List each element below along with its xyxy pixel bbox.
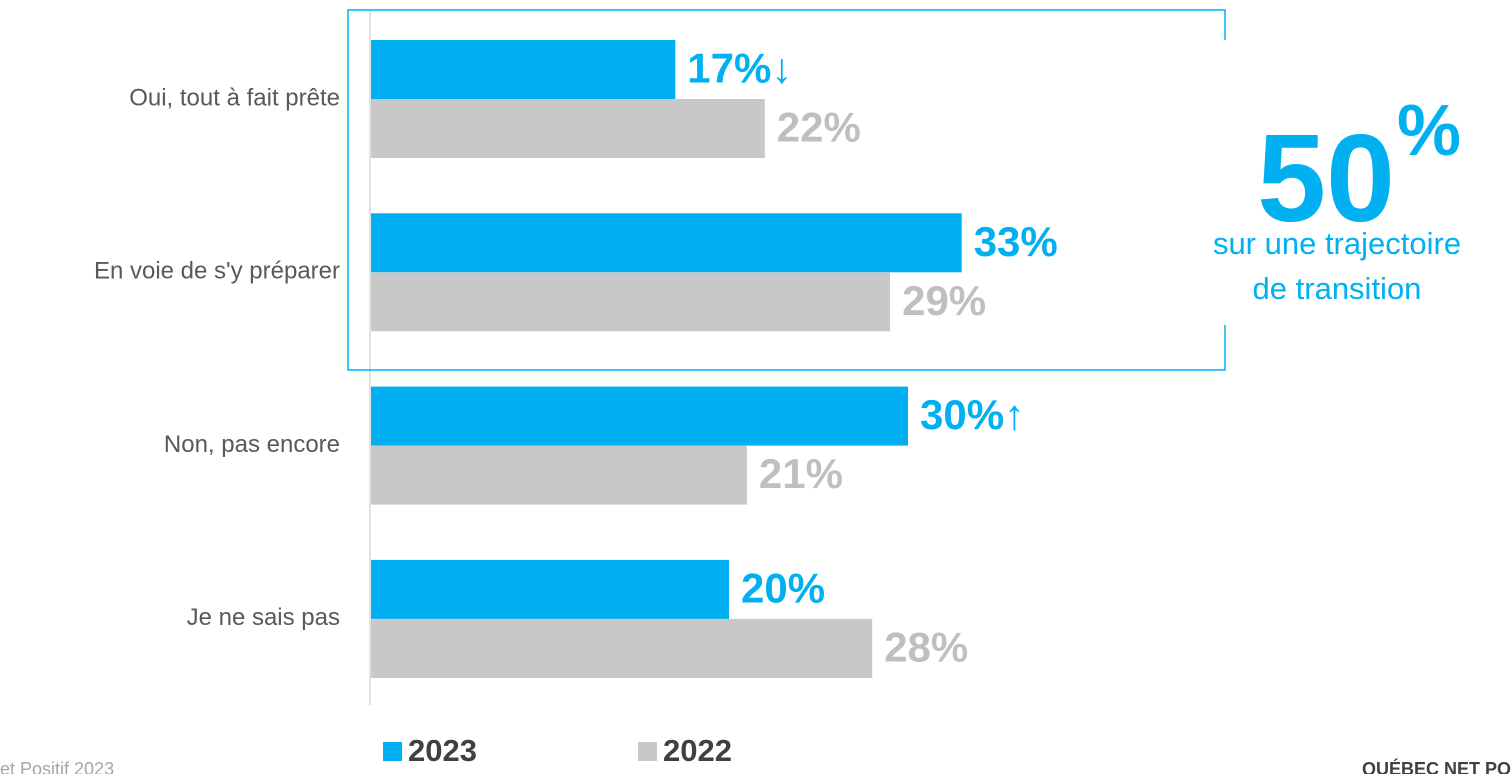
- value-label: 30%↑: [920, 391, 1025, 438]
- bar: [371, 272, 891, 332]
- highlight-box: [347, 9, 1226, 371]
- category-label: Non, pas encore: [164, 431, 340, 458]
- value-label: 22%: [777, 104, 861, 151]
- bar: [371, 445, 747, 505]
- category-label: Oui, tout à fait prête: [129, 84, 340, 111]
- bar: [371, 99, 765, 158]
- highlight-caption: sur une trajectoire: [1213, 226, 1461, 261]
- value-label: 21%: [759, 450, 843, 497]
- legend-swatch: [638, 742, 657, 761]
- legend-label: 2022: [663, 733, 732, 768]
- value-label: 33%: [974, 218, 1058, 265]
- value-label: 28%: [884, 623, 968, 670]
- footer-left: et Positif 2023: [0, 759, 114, 774]
- bar: [371, 213, 962, 273]
- highlight-unit: %: [1397, 91, 1461, 171]
- value-label: 17%↓: [687, 45, 792, 92]
- footer-right: QUÉBEC NET PO: [1362, 758, 1511, 774]
- value-label: 29%: [902, 277, 986, 324]
- category-label: En voie de s'y préparer: [94, 258, 340, 285]
- bar: [371, 386, 908, 446]
- value-label: 20%: [741, 564, 825, 611]
- highlight-caption: de transition: [1253, 271, 1422, 306]
- legend-label: 2023: [408, 733, 477, 768]
- bar: [371, 559, 729, 619]
- bar: [371, 40, 676, 99]
- highlight-value: 50: [1257, 110, 1395, 248]
- bar: [371, 618, 873, 678]
- legend-swatch: [383, 742, 402, 761]
- category-label: Je ne sais pas: [187, 604, 340, 631]
